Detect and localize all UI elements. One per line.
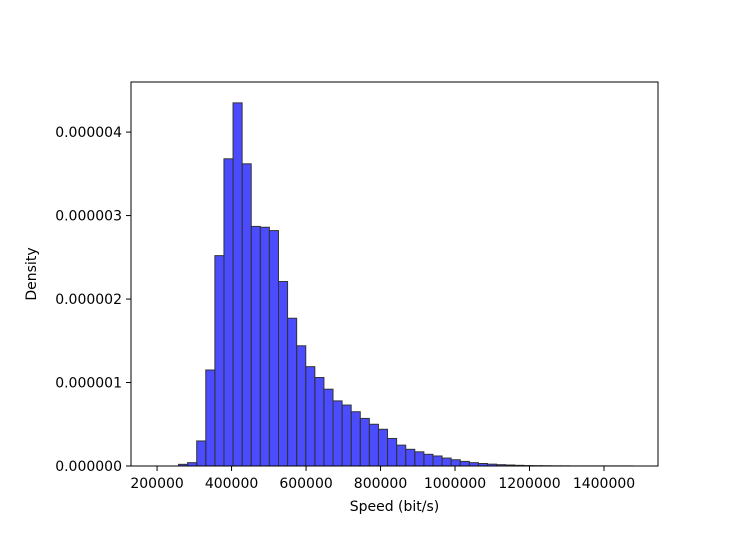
histogram-bar — [323, 388, 334, 467]
histogram-bar — [250, 225, 261, 467]
histogram-bar — [423, 453, 434, 467]
histogram-bar — [268, 230, 279, 467]
y-tick-label: 0.000003 — [55, 209, 122, 225]
histogram-bar — [287, 317, 298, 467]
y-axis-label: Density — [24, 247, 40, 300]
bars — [178, 102, 634, 467]
histogram-bar — [468, 462, 479, 467]
histogram-bar — [214, 255, 225, 467]
y-axis-ticks: 0.000000 0.000001 0.000002 0.000003 0.000004 — [55, 125, 131, 475]
histogram-bar — [223, 158, 234, 467]
histogram-bar — [241, 163, 252, 467]
histogram-bar — [296, 345, 307, 467]
histogram-bar — [414, 451, 425, 467]
x-axis-ticks: 200000 400000 600000 800000 1000000 1200000 14… — [130, 466, 635, 492]
x-tick-label: 1400000 — [573, 476, 635, 492]
histogram-bar — [305, 366, 316, 467]
x-tick-label: 600000 — [279, 476, 332, 492]
y-tick-label: 0.000002 — [55, 292, 122, 308]
x-tick-label: 1000000 — [424, 476, 486, 492]
y-tick-label: 0.000000 — [55, 459, 122, 475]
plot-frame — [130, 81, 659, 467]
x-axis-label: Speed (bit/s) — [350, 499, 440, 515]
histogram-bar — [259, 226, 270, 467]
histogram-bar — [187, 462, 198, 467]
x-tick-label: 1200000 — [498, 476, 560, 492]
histogram-bar — [205, 369, 216, 467]
y-tick-label: 0.000001 — [55, 376, 122, 392]
y-tick-label: 0.000004 — [55, 125, 122, 141]
histogram-bar — [441, 457, 452, 467]
histogram-bar — [377, 428, 389, 467]
histogram-bar — [359, 417, 370, 467]
histogram-bar — [196, 440, 207, 467]
histogram-bar — [387, 437, 398, 467]
histogram-bar — [232, 102, 243, 467]
histogram-bar — [459, 460, 470, 467]
x-tick-label: 400000 — [205, 476, 258, 492]
histogram-bar — [314, 377, 325, 467]
histogram-bar — [341, 404, 352, 467]
histogram-bar — [368, 423, 379, 467]
histogram-bar — [350, 411, 361, 467]
histogram-bar — [396, 444, 407, 467]
histogram-bar — [277, 281, 289, 467]
histogram-bar — [332, 400, 343, 467]
histogram-bar — [432, 455, 443, 467]
histogram-bar — [450, 459, 461, 467]
x-tick-label: 200000 — [130, 476, 183, 492]
histogram-bar — [405, 448, 416, 467]
x-tick-label: 800000 — [354, 476, 407, 492]
